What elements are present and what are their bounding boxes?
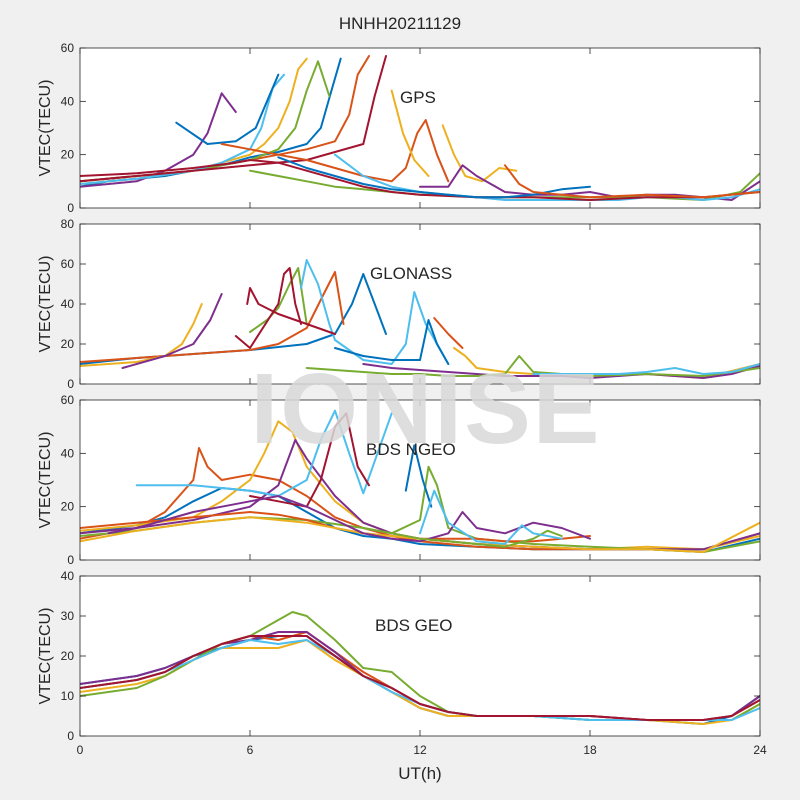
y-tick-label: 20 — [61, 500, 75, 514]
plot-area — [80, 576, 760, 736]
y-tick-label: 80 — [61, 217, 75, 231]
subplot-1: 0 20 40 60 VTEC(TECU) GPS — [37, 41, 761, 215]
panel-label: GLONASS — [370, 264, 452, 283]
series-line — [441, 124, 518, 183]
y-axis-label: VTEC(TECU) — [37, 432, 54, 529]
y-tick-label: 60 — [61, 393, 75, 407]
y-tick-label: 60 — [61, 41, 75, 55]
y-tick-label: 20 — [61, 649, 75, 663]
y-axis-label: VTEC(TECU) — [37, 80, 54, 177]
series-line — [80, 271, 345, 363]
panel-label: BDS NGEO — [366, 440, 456, 459]
series-line — [107, 495, 591, 543]
series-line — [80, 92, 237, 188]
series-group — [80, 259, 760, 379]
series-line — [390, 89, 430, 177]
panel-label: GPS — [400, 88, 436, 107]
y-axis-label: VTEC(TECU) — [37, 608, 54, 705]
y-tick-label: 40 — [61, 569, 75, 583]
y-tick-label: 0 — [67, 729, 74, 743]
panel-label: BDS GEO — [375, 616, 452, 635]
y-tick-label: 30 — [61, 609, 75, 623]
y-tick-label: 40 — [61, 94, 75, 108]
series-line — [277, 156, 591, 199]
x-tick-label: 12 — [413, 743, 427, 757]
y-tick-label: 40 — [61, 297, 75, 311]
series-line — [305, 355, 760, 377]
series-line — [419, 489, 563, 545]
series-line — [234, 267, 302, 349]
x-tick-label: 6 — [247, 743, 254, 757]
series-group — [80, 611, 760, 725]
subplot-3: 0 20 40 60 VTEC(TECU) BDS NGEO — [37, 393, 761, 567]
series-line — [249, 267, 308, 333]
series-line — [334, 319, 450, 365]
series-group — [80, 409, 760, 553]
plot-area — [80, 400, 760, 560]
series-group — [80, 55, 760, 201]
subplot-2: 0 20 40 60 80 VTEC(TECU) GLONASS — [37, 217, 761, 391]
figure-title: HNHH20211129 — [338, 14, 462, 33]
y-tick-label: 40 — [61, 446, 75, 460]
subplot-4: 0 10 20 30 40 0 6 12 18 24 VTEC(TECU) BDS GEO UT(h) — [37, 569, 767, 783]
y-tick-label: 60 — [61, 257, 75, 271]
series-line — [220, 119, 450, 183]
series-line — [80, 159, 760, 201]
y-tick-label: 0 — [67, 377, 74, 391]
y-axis-label: VTEC(TECU) — [37, 256, 54, 353]
series-line — [175, 73, 280, 145]
series-line — [404, 444, 433, 508]
y-tick-label: 20 — [61, 148, 75, 162]
y-tick-label: 0 — [67, 201, 74, 215]
series-line — [121, 293, 223, 369]
series-line — [249, 412, 370, 508]
x-tick-label: 24 — [753, 743, 767, 757]
y-tick-label: 10 — [61, 689, 75, 703]
series-line — [246, 287, 336, 335]
series-line — [135, 409, 393, 497]
series-line — [80, 635, 760, 721]
series-line — [80, 303, 203, 367]
series-line — [362, 363, 760, 379]
series-line — [532, 363, 760, 375]
series-line — [334, 153, 760, 201]
x-tick-label: 18 — [583, 743, 597, 757]
series-line — [362, 527, 563, 548]
series-line — [433, 317, 464, 349]
x-axis-label: UT(h) — [398, 764, 441, 783]
y-tick-label: 0 — [67, 553, 74, 567]
x-tick-label: 0 — [77, 743, 84, 757]
series-line — [504, 164, 760, 199]
y-tick-label: 20 — [61, 337, 75, 351]
